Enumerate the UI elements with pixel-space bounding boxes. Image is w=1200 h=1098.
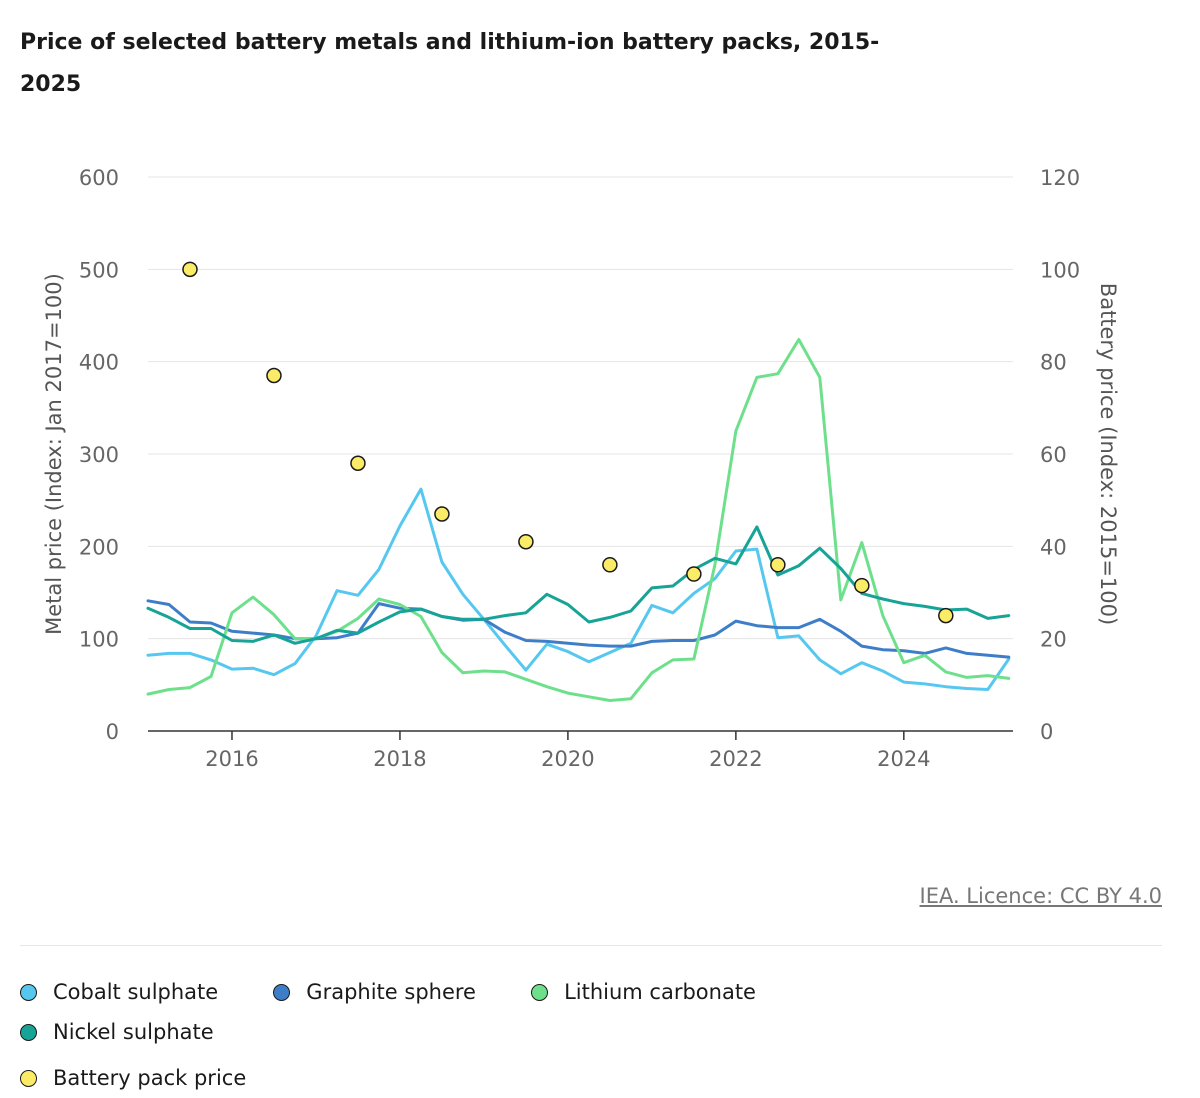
right-tick-label: 120 xyxy=(1040,166,1080,190)
right-tick-label: 40 xyxy=(1040,535,1067,559)
left-tick-label: 600 xyxy=(79,166,119,190)
cobalt-sulphate-line xyxy=(146,487,1011,691)
nickel-sulphate-swatch-icon xyxy=(20,1023,37,1041)
left-tick-label: 300 xyxy=(79,443,119,467)
legend-divider xyxy=(20,945,1162,946)
legend-label: Nickel sulphate xyxy=(53,1020,214,1044)
battery-pack-markers xyxy=(182,261,954,624)
gridlines xyxy=(148,176,1013,640)
battery-pack-price-point xyxy=(182,261,198,278)
right-axis-ticks: 0 20 40 60 80 100 120 xyxy=(1040,166,1080,744)
battery-pack-price-point xyxy=(434,506,450,522)
left-tick-label: 500 xyxy=(79,258,119,282)
battery-pack-price-point xyxy=(350,455,366,471)
right-tick-label: 80 xyxy=(1040,351,1067,375)
left-tick-label: 400 xyxy=(79,351,119,375)
lithium-carbonate-line xyxy=(146,338,1011,702)
cobalt-sulphate-swatch-icon xyxy=(20,983,37,1001)
x-tick-label: 2020 xyxy=(541,747,594,771)
legend-item-battery-pack-price[interactable]: Battery pack price xyxy=(20,1058,970,1098)
right-tick-label: 0 xyxy=(1040,720,1053,744)
battery-pack-price-point xyxy=(266,367,282,384)
graphite-sphere-line xyxy=(146,599,1011,659)
x-tick-label: 2018 xyxy=(373,747,426,771)
left-axis-ticks: 0 100 200 300 400 500 600 xyxy=(79,166,119,744)
battery-pack-price-point xyxy=(770,557,786,573)
battery-pack-price-point xyxy=(518,533,534,550)
right-tick-label: 100 xyxy=(1040,258,1080,282)
legend-item-graphite-sphere[interactable]: Graphite sphere xyxy=(273,972,476,1012)
left-tick-label: 200 xyxy=(79,535,119,559)
legend-item-cobalt-sulphate[interactable]: Cobalt sulphate xyxy=(20,972,218,1012)
legend-label: Cobalt sulphate xyxy=(53,980,219,1004)
lithium-carbonate-swatch-icon xyxy=(531,983,549,1001)
x-tick-label: 2016 xyxy=(205,747,258,771)
battery-pack-price-swatch-icon xyxy=(20,1069,37,1087)
chart-title: Price of selected battery metals and lit… xyxy=(20,30,880,97)
legend: Cobalt sulphate Graphite sphere Lithium … xyxy=(20,972,1020,1098)
series-lines xyxy=(146,338,1011,702)
nickel-sulphate-line xyxy=(146,525,1011,645)
legend-label: Battery pack price xyxy=(53,1066,247,1090)
source-licence-link[interactable]: IEA. Licence: CC BY 4.0 xyxy=(919,884,1163,908)
legend-item-lithium-carbonate[interactable]: Lithium carbonate xyxy=(531,972,756,1012)
x-tick-label: 2022 xyxy=(709,747,762,771)
left-tick-label: 0 xyxy=(106,720,119,744)
right-tick-label: 60 xyxy=(1040,443,1067,467)
graphite-sphere-swatch-icon xyxy=(273,983,291,1001)
chart-plot: 0 100 200 300 400 500 600 0 20 40 60 80 100 120 2016… xyxy=(42,166,1120,771)
battery-pack-price-point xyxy=(938,607,954,624)
right-axis-title: Battery price (Index: 2015=100) xyxy=(1096,283,1120,625)
battery-pack-price-point xyxy=(686,566,702,582)
x-axis-ticks: 2016 2018 2020 2022 2024 xyxy=(205,731,931,771)
battery-pack-price-point xyxy=(854,577,870,594)
left-tick-label: 100 xyxy=(79,628,119,652)
left-axis-title: Metal price (Index: Jan 2017=100) xyxy=(42,273,66,635)
legend-label: Graphite sphere xyxy=(306,980,476,1004)
right-tick-label: 20 xyxy=(1040,628,1067,652)
legend-label: Lithium carbonate xyxy=(564,980,756,1004)
legend-item-nickel-sulphate[interactable]: Nickel sulphate xyxy=(20,1012,214,1052)
battery-pack-price-point xyxy=(602,557,618,573)
x-tick-label: 2024 xyxy=(877,747,930,771)
